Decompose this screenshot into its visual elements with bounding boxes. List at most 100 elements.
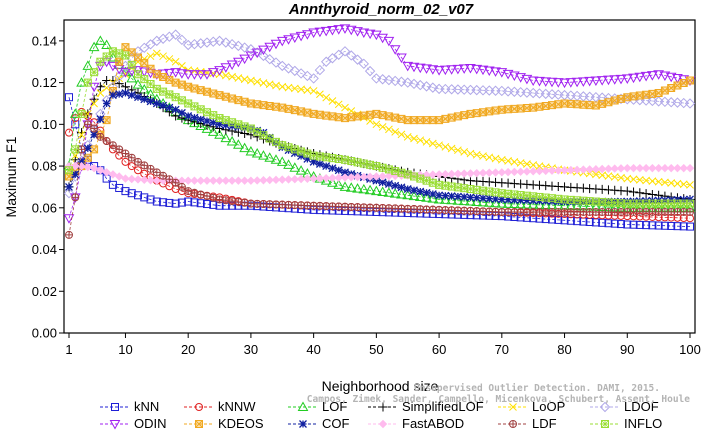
data-point-odin xyxy=(327,26,338,36)
data-point-cof xyxy=(115,90,124,99)
legend-item-knnw: kNNW xyxy=(184,399,256,414)
data-point-lof xyxy=(446,194,457,205)
data-point-loop xyxy=(272,81,280,90)
legend-marker xyxy=(111,403,119,411)
data-point-kdeos xyxy=(686,76,694,85)
data-point-odin xyxy=(540,77,552,87)
data-point-cof xyxy=(108,91,117,100)
data-point-odin xyxy=(120,68,131,78)
data-point-odin xyxy=(207,68,219,78)
data-point-knn xyxy=(667,221,676,230)
data-point-loop xyxy=(278,82,287,91)
data-point-odin xyxy=(477,65,489,76)
data-point-odin xyxy=(546,77,558,88)
legend-label: LOF xyxy=(322,399,347,414)
data-point-kdeos xyxy=(228,94,237,103)
y-tick-label: 0.06 xyxy=(32,200,57,215)
data-point-inflo xyxy=(165,90,174,99)
data-point-fastabod xyxy=(466,169,475,178)
data-point-lof xyxy=(496,198,508,208)
data-point-ldf xyxy=(221,196,230,205)
data-point-inflo xyxy=(642,199,650,208)
data-point-inflo xyxy=(529,192,537,201)
data-point-ldof xyxy=(314,64,326,76)
data-point-fastabod xyxy=(597,164,607,174)
data-point-inflo xyxy=(403,170,412,179)
data-point-inflo xyxy=(460,184,468,192)
data-point-kdeos xyxy=(83,153,92,162)
data-point-odin xyxy=(427,65,439,75)
data-point-ldof xyxy=(283,63,294,74)
data-point-knn xyxy=(629,220,638,229)
data-point-fastabod xyxy=(215,176,224,185)
data-point-lof xyxy=(490,197,501,208)
data-point-odin xyxy=(176,69,188,79)
data-point-ldf xyxy=(103,137,111,145)
data-point-kdeos xyxy=(234,96,243,105)
data-point-ldf xyxy=(146,164,155,173)
data-point-knn xyxy=(673,222,682,231)
data-point-ldf xyxy=(165,175,173,183)
data-point-loop xyxy=(372,120,381,129)
data-point-inflo xyxy=(115,49,123,58)
legend-item-cof: COF xyxy=(288,416,350,431)
plot-frame xyxy=(63,19,696,334)
data-point-lof xyxy=(421,192,432,202)
data-point-odin xyxy=(264,42,276,53)
series-kdeos xyxy=(65,43,694,181)
data-point-odin xyxy=(333,25,345,35)
data-point-odin xyxy=(88,82,100,93)
data-point-inflo xyxy=(673,199,682,208)
data-point-lof xyxy=(477,196,489,207)
legend-label: kNN xyxy=(134,399,159,414)
x-tick-label: 50 xyxy=(369,342,383,357)
data-point-ldof xyxy=(408,78,420,90)
data-point-inflo xyxy=(535,193,544,201)
data-point-lof xyxy=(233,139,244,149)
data-point-fastabod xyxy=(378,172,387,181)
data-point-cof xyxy=(428,190,437,198)
data-point-loop xyxy=(403,132,412,141)
data-point-ldof xyxy=(352,54,363,65)
data-point-odin xyxy=(408,62,420,73)
data-point-inflo xyxy=(472,186,481,194)
data-point-fastabod xyxy=(152,176,162,185)
data-point-odin xyxy=(559,78,570,89)
data-point-fastabod xyxy=(591,164,601,174)
data-point-lof xyxy=(364,184,376,195)
data-point-ldof xyxy=(371,73,382,84)
data-point-inflo xyxy=(447,182,456,191)
x-tick-label: 100 xyxy=(679,342,701,357)
data-point-fastabod xyxy=(114,172,124,181)
data-point-ldf xyxy=(96,133,104,141)
data-point-inflo xyxy=(385,165,393,174)
data-point-odin xyxy=(182,70,194,80)
data-point-ldof xyxy=(258,50,269,62)
data-point-loop xyxy=(378,122,387,131)
data-point-inflo xyxy=(435,181,443,189)
data-point-ldof xyxy=(383,74,395,86)
data-point-odin xyxy=(440,65,451,76)
data-point-cof xyxy=(378,178,387,187)
data-point-inflo xyxy=(309,151,318,160)
legend-marker xyxy=(109,420,121,430)
data-point-inflo xyxy=(623,199,632,208)
data-point-cof xyxy=(134,93,142,102)
data-point-loop xyxy=(391,127,400,136)
legend-label: ODIN xyxy=(134,416,167,431)
data-point-ldf xyxy=(115,145,124,154)
data-point-lof xyxy=(220,132,232,143)
data-point-ldof xyxy=(421,81,432,92)
data-point-knnw xyxy=(127,162,136,171)
data-point-inflo xyxy=(215,114,224,122)
data-point-ldf xyxy=(84,120,92,128)
data-point-knn xyxy=(134,191,142,200)
data-point-inflo xyxy=(679,199,688,208)
data-point-loop xyxy=(221,71,230,80)
data-point-fastabod xyxy=(478,168,488,178)
data-point-cof xyxy=(485,194,494,203)
data-point-loop xyxy=(485,153,494,162)
data-point-knnw xyxy=(65,128,73,137)
data-point-ldf xyxy=(83,120,92,129)
data-point-inflo xyxy=(548,194,556,202)
